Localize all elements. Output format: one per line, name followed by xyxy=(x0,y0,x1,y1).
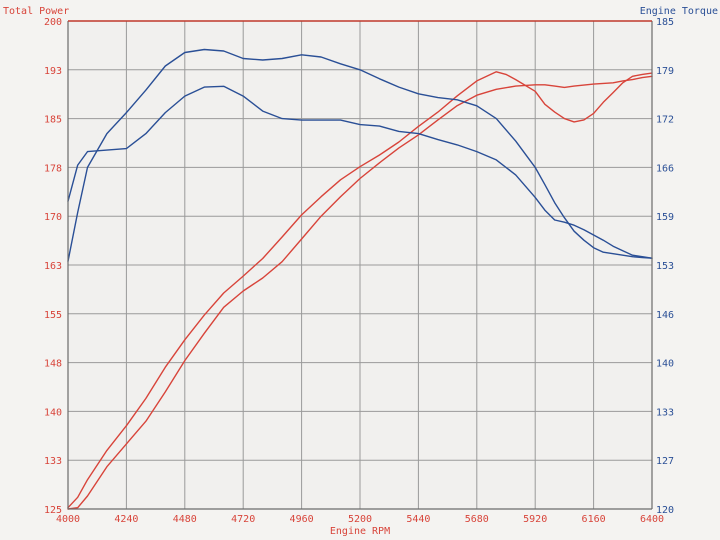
torque-line-3 xyxy=(67,85,653,259)
y-left-tick-label: 163 xyxy=(44,261,62,272)
torque-line-2 xyxy=(67,48,653,262)
y-right-axis-title: Engine Torque xyxy=(640,6,718,17)
y-right-tick-label: 146 xyxy=(656,310,674,321)
series-lines xyxy=(67,48,653,510)
x-tick-label: 5680 xyxy=(465,514,489,525)
y-left-tick-label: 185 xyxy=(44,115,62,126)
x-tick-label: 4240 xyxy=(114,514,138,525)
y-left-tick-label: 148 xyxy=(44,359,62,370)
y-left-tick-label: 193 xyxy=(44,66,62,77)
x-tick-label: 5920 xyxy=(523,514,547,525)
power-line-0 xyxy=(67,71,653,509)
y-left-tick-label: 125 xyxy=(44,505,62,516)
y-right-tick-label: 140 xyxy=(656,359,674,370)
y-right-tick-label: 133 xyxy=(656,407,674,418)
y-right-tick-label: 172 xyxy=(656,115,674,126)
x-tick-label: 5200 xyxy=(348,514,372,525)
y-right-tick-label: 153 xyxy=(656,261,674,272)
y-right-tick-label: 185 xyxy=(656,17,674,28)
x-tick-label: 4480 xyxy=(173,514,197,525)
x-tick-label: 4000 xyxy=(56,514,80,525)
y-left-tick-label: 200 xyxy=(44,17,62,28)
y-right-tick-label: 127 xyxy=(656,456,674,467)
y-left-tick-label: 170 xyxy=(44,212,62,223)
y-left-axis-title: Total Power xyxy=(3,6,69,17)
y-left-tick-label: 155 xyxy=(44,310,62,321)
y-right-tick-label: 159 xyxy=(656,212,674,223)
x-axis-title: Engine RPM xyxy=(330,526,390,537)
y-right-tick-label: 166 xyxy=(656,163,674,174)
y-right-tick-label: 120 xyxy=(656,505,674,516)
plot-frame xyxy=(67,20,653,510)
y-left-tick-label: 178 xyxy=(44,163,62,174)
y-left-tick-label: 133 xyxy=(44,456,62,467)
x-tick-label: 4720 xyxy=(231,514,255,525)
power-line-1 xyxy=(67,75,653,510)
y-left-tick-label: 140 xyxy=(44,407,62,418)
tick-labels: 4000 4240 4480 4720 4960 5200 5440 5680 5920 6160… xyxy=(44,17,674,525)
x-tick-label: 5440 xyxy=(406,514,430,525)
x-tick-label: 4960 xyxy=(290,514,314,525)
y-right-tick-label: 179 xyxy=(656,66,674,77)
x-tick-label: 6400 xyxy=(640,514,664,525)
x-tick-label: 6160 xyxy=(582,514,606,525)
